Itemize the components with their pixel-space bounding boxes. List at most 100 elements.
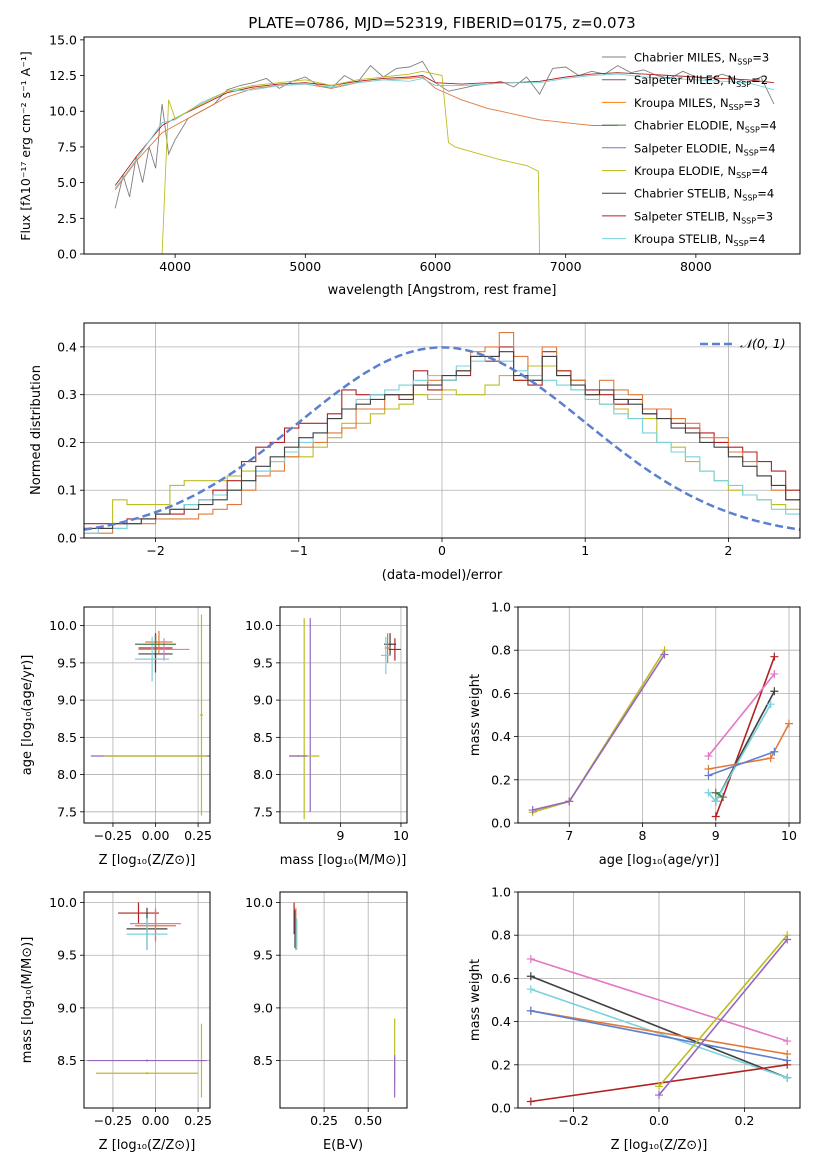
residuals-xtick-label: −2	[146, 543, 164, 558]
age-vs-Z-ytick-label: 9.5	[57, 655, 77, 670]
massweight-vs-age-ytick-label: 0.4	[491, 729, 511, 744]
massweight-vs-age-ytick-label: 0.6	[491, 686, 511, 701]
mass-vs-Z-xtick-label: 0.00	[142, 1113, 170, 1128]
legend-entry: Salpeter STELIB, NSSP=3	[634, 209, 773, 225]
age-vs-Z-xtick-label: 0.25	[184, 828, 212, 843]
massweight-vs-age-series-line	[715, 656, 776, 817]
massweight-vs-Z-series-line	[530, 988, 788, 1079]
mass-vs-Z-panel: −0.25 0.00 0.25 8.5 9.0 9.5 10.0 Z [log₁₀(Z/Z⊙…	[20, 891, 212, 1153]
age-vs-Z-ytick-label: 10.0	[49, 618, 77, 633]
spectrum-xlabel: wavelength [Angstrom, rest frame]	[328, 283, 557, 298]
massweight-vs-age-point-marker	[528, 806, 537, 815]
age-vs-mass-ytick-label: 7.5	[253, 804, 273, 819]
spectrum-panel: 4000 5000 6000 7000 8000 0.0 2.5 5.0 7.5 10.0 12.5…	[18, 32, 801, 298]
massweight-vs-age-series-line	[708, 723, 790, 770]
massweight-vs-Z-point-marker	[526, 954, 535, 963]
massweight-vs-Z-ticks: −0.2 0.0 0.2 0.0 0.2 0.4 0.6 0.8 1.0	[491, 885, 754, 1129]
spectrum-ytick-label: 10.0	[49, 104, 77, 119]
massweight-vs-Z-series-line	[530, 1010, 788, 1055]
age-vs-mass-errorbar	[380, 636, 391, 675]
age-vs-mass-xtick-label: 9	[336, 828, 344, 843]
age-vs-Z-xlabel: Z [log₁₀(Z/Z⊙)]	[99, 853, 196, 868]
spectrum-xtick-label: 8000	[680, 259, 712, 274]
spectrum-ytick-label: 0.0	[57, 247, 77, 262]
residuals-histogram	[84, 365, 800, 529]
mass-vs-Z-ylabel: mass [log₁₀(M/M⊙)]	[20, 937, 35, 1064]
mass-vs-Z-errorbar	[126, 918, 168, 950]
mass-vs-Z-marks	[87, 902, 207, 1098]
massweight-vs-Z-ylabel: mass weight	[468, 959, 483, 1041]
residuals-ytick-label: 0.0	[57, 531, 77, 546]
legend-entry: Chabrier STELIB, NSSP=4	[634, 187, 774, 203]
age-vs-Z-errorbar	[199, 614, 204, 816]
age-vs-Z-errorbar	[104, 755, 207, 757]
age-vs-mass-ytick-label: 10.0	[245, 618, 273, 633]
spectrum-xtick-label: 5000	[289, 259, 321, 274]
mass-vs-EBV-ytick-label: 9.5	[253, 948, 273, 963]
spectrum-ytick-label: 12.5	[49, 68, 77, 83]
massweight-vs-age-point-marker	[704, 752, 713, 761]
mass-vs-Z-ytick-label: 8.5	[57, 1053, 77, 1068]
residuals-panel: −2 −1 0 1 2 0.0 0.1 0.2 0.3 0.4 𝒩(0, 1) (data-mod…	[29, 322, 801, 583]
spectrum-series-line	[114, 76, 618, 191]
massweight-vs-age-xlabel: age [log₁₀(age/yr)]	[599, 853, 720, 868]
residuals-ytick-label: 0.3	[57, 387, 77, 402]
mass-vs-EBV-ytick-label: 10.0	[245, 895, 273, 910]
age-vs-mass-errorbar	[388, 638, 401, 661]
mass-vs-Z-errorbar	[87, 1059, 207, 1062]
massweight-vs-age-point-marker	[770, 652, 779, 661]
massweight-vs-Z-xtick-label: 0.0	[649, 1113, 669, 1128]
massweight-vs-age-panel: 7 8 9 10 0.0 0.2 0.4 0.6 0.8 1.0 age [log₁₀(age/y…	[468, 600, 801, 868]
massweight-vs-Z-point-marker	[526, 972, 535, 981]
residuals-grid	[84, 323, 800, 539]
residuals-ticks: −2 −1 0 1 2 0.0 0.1 0.2 0.3 0.4	[57, 339, 732, 558]
residuals-ylabel: Normed distribution	[29, 365, 44, 495]
massweight-vs-age-ticks: 7 8 9 10 0.0 0.2 0.4 0.6 0.8 1.0	[491, 600, 797, 844]
gaussian-curve	[83, 346, 801, 531]
massweight-vs-age-ytick-label: 0.2	[491, 772, 511, 787]
massweight-vs-Z-point-marker	[655, 1082, 663, 1091]
massweight-vs-age-point-marker	[770, 687, 779, 696]
mass-vs-Z-errorbar	[95, 1072, 199, 1075]
massweight-vs-age-xtick-label: 10	[781, 828, 797, 843]
mass-vs-Z-xtick-label: 0.25	[184, 1113, 212, 1128]
age-vs-mass-panel: 9 10 7.5 8.0 8.5 9.0 9.5 10.0 mass [log₁₀(M/M⊙)…	[245, 606, 409, 868]
age-vs-Z-panel: −0.25 0.00 0.25 7.5 8.0 8.5 9.0 9.5 10.0 Z [log₁…	[20, 606, 212, 868]
age-vs-Z-ytick-label: 9.0	[57, 693, 77, 708]
mass-vs-EBV-ticks: 0.25 0.50 8.5 9.0 9.5 10.0	[245, 895, 382, 1128]
spectrum-series-line	[114, 72, 775, 186]
massweight-vs-Z-series-line	[530, 958, 788, 1042]
massweight-vs-age-xtick-label: 9	[712, 828, 720, 843]
mass-vs-EBV-xtick-label: 0.25	[310, 1113, 338, 1128]
massweight-vs-Z-point-marker	[526, 985, 535, 994]
spectrum-xtick-label: 6000	[420, 259, 452, 274]
mass-vs-EBV-frame	[279, 891, 408, 1109]
massweight-vs-Z-point-marker	[526, 1097, 535, 1106]
spectrum-ylabel: Flux [fλ10⁻¹⁷ erg cm⁻² s⁻¹ A⁻¹]	[18, 51, 33, 240]
age-vs-Z-ytick-label: 8.5	[57, 730, 77, 745]
age-vs-mass-grid	[280, 607, 407, 823]
figure-title: PLATE=0786, MJD=52319, FIBERID=0175, z=0…	[248, 14, 635, 32]
age-vs-mass-ytick-label: 9.0	[253, 693, 273, 708]
massweight-vs-age-point-marker	[565, 797, 574, 806]
mass-vs-Z-ytick-label: 9.0	[57, 1000, 77, 1015]
age-vs-mass-ytick-label: 8.0	[253, 767, 273, 782]
massweight-vs-Z-xtick-label: −0.2	[558, 1113, 588, 1128]
massweight-vs-age-point-marker	[660, 650, 669, 659]
massweight-vs-age-point-marker	[770, 669, 779, 678]
massweight-vs-Z-ytick-label: 0.0	[491, 1101, 511, 1116]
mass-vs-EBV-xtick-label: 0.50	[354, 1113, 382, 1128]
massweight-vs-age-xtick-label: 7	[565, 828, 573, 843]
age-vs-Z-grid	[84, 607, 210, 823]
massweight-vs-age-point-marker	[770, 747, 779, 756]
age-vs-mass-xtick-label: 10	[393, 828, 409, 843]
spectrum-marks	[114, 60, 775, 255]
massweight-vs-Z-point-marker	[783, 1037, 792, 1046]
mass-vs-Z-ytick-label: 10.0	[49, 895, 77, 910]
age-vs-Z-ytick-label: 7.5	[57, 804, 77, 819]
mass-vs-Z-errorbar	[135, 909, 176, 942]
legend-entry: Salpeter MILES, NSSP=2	[634, 73, 768, 89]
massweight-vs-age-series-line	[707, 673, 776, 757]
spectrum-ticks: 4000 5000 6000 7000 8000 0.0 2.5 5.0 7.5 10.0 12.5…	[49, 32, 712, 274]
